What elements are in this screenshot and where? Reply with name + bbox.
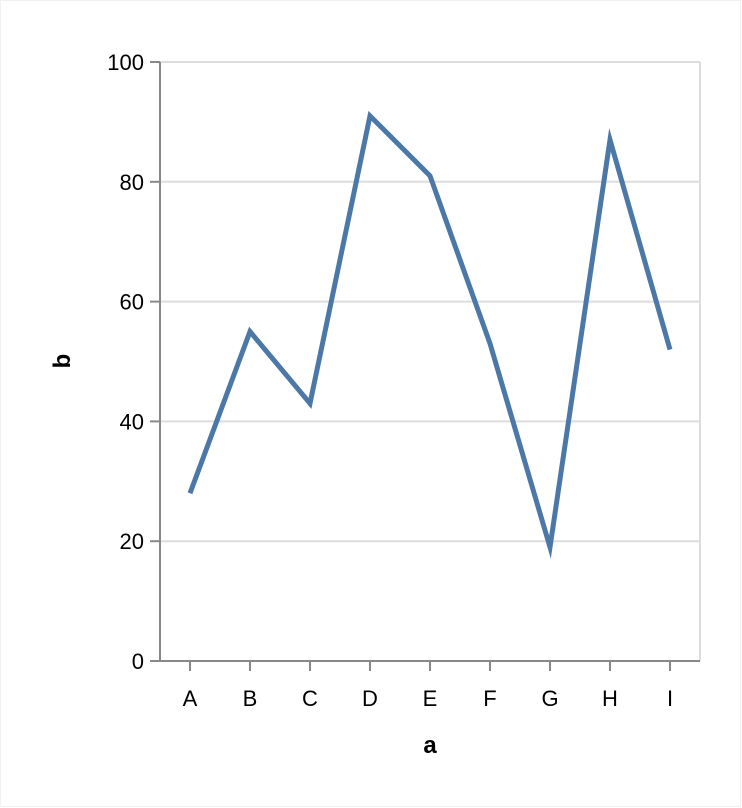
- x-tick-label: H: [602, 686, 618, 711]
- y-tick-label: 20: [120, 529, 144, 554]
- x-tick-label: G: [541, 686, 558, 711]
- series: [187, 110, 673, 559]
- y-axis-title: b: [49, 354, 76, 369]
- y-tick-label: 100: [107, 50, 144, 75]
- x-tick-label: D: [362, 686, 378, 711]
- x-tick-label: I: [667, 686, 673, 711]
- x-tick-label: C: [302, 686, 318, 711]
- y-tick-label: 40: [120, 409, 144, 434]
- x-tick-label: F: [483, 686, 496, 711]
- gridlines: [160, 61, 701, 661]
- y-tick-label: 80: [120, 170, 144, 195]
- series-line: [187, 110, 673, 559]
- x-axis-title: a: [423, 732, 437, 759]
- axes: 0 20 40 60 80 100 A B C D E F G H I: [107, 50, 700, 711]
- x-tick-label: B: [243, 686, 258, 711]
- x-tick-label: E: [423, 686, 438, 711]
- x-tick-label: A: [183, 686, 198, 711]
- y-tick-label: 0: [132, 649, 144, 674]
- y-tick-label: 60: [120, 290, 144, 315]
